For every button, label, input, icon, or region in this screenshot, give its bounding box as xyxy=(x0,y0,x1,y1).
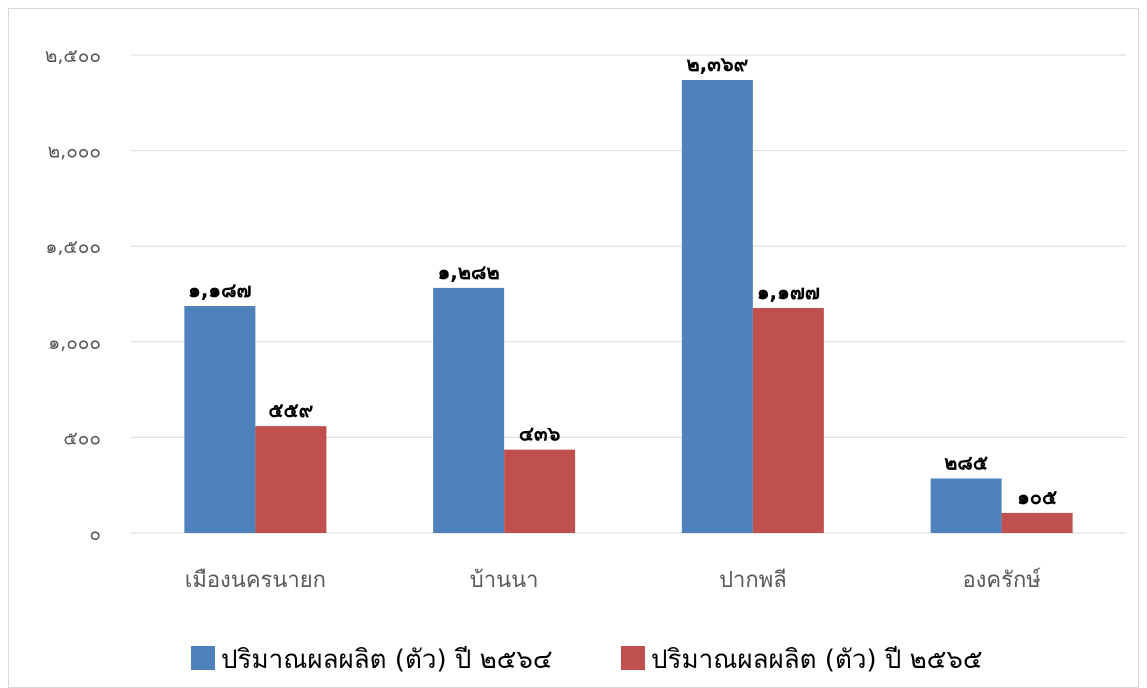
chart-frame: ๐ ๕๐๐ ๑,๐๐๐ ๑,๕๐๐ ๒,๐๐๐ ๒,๕๐๐ ๑,๑๘๗๕๕๙ ๑,๒๘๒๔๓… xyxy=(8,8,1139,688)
category-label: เมืองนครนายก xyxy=(185,568,326,593)
bar xyxy=(433,287,505,533)
category-label: ปากพลี xyxy=(719,568,787,593)
bar xyxy=(255,426,327,533)
data-label: ๑,๒๘๒ xyxy=(438,260,500,284)
legend: ปริมาณผลผลิต (ตัว) ปี ๒๕๖๔ ปริมาณผลผลิต (… xyxy=(191,645,983,675)
legend-swatch xyxy=(191,646,215,670)
data-label: ๑,๑๗๗ xyxy=(757,280,820,304)
bar xyxy=(184,306,256,533)
y-tick-label: ๑,๐๐๐ xyxy=(48,332,101,354)
data-label: ๒๘๕ xyxy=(944,451,988,475)
x-axis-categories: เมืองนครนายก บ้านนา ปากพลี องครักษ์ xyxy=(185,568,1042,593)
data-label: ๕๕๙ xyxy=(268,398,313,422)
legend-swatch xyxy=(621,646,645,670)
y-tick-label: ๐ xyxy=(89,523,101,545)
y-tick-label: ๕๐๐ xyxy=(63,427,101,449)
y-axis-ticks: ๐ ๕๐๐ ๑,๐๐๐ ๑,๕๐๐ ๒,๐๐๐ ๒,๕๐๐ xyxy=(45,45,101,545)
y-tick-label: ๒,๕๐๐ xyxy=(45,45,101,67)
data-label: ๑๐๕ xyxy=(1017,485,1057,509)
bar xyxy=(504,449,576,533)
bar xyxy=(1001,512,1073,533)
bar xyxy=(752,307,824,533)
data-label: ๑,๑๘๗ xyxy=(188,278,251,302)
legend-label: ปริมาณผลผลิต (ตัว) ปี ๒๕๖๔ xyxy=(221,645,553,675)
category-label: องครักษ์ xyxy=(962,568,1041,593)
bar xyxy=(930,478,1002,533)
data-label: ๒,๓๖๙ xyxy=(686,52,748,76)
y-tick-label: ๑,๕๐๐ xyxy=(45,236,101,258)
category-label: บ้านนา xyxy=(470,568,539,593)
legend-label: ปริมาณผลผลิต (ตัว) ปี ๒๕๖๕ xyxy=(651,645,983,675)
y-tick-label: ๒,๐๐๐ xyxy=(48,141,101,163)
bars xyxy=(184,80,1073,533)
bar xyxy=(681,80,753,533)
data-label: ๔๓๖ xyxy=(519,422,561,446)
